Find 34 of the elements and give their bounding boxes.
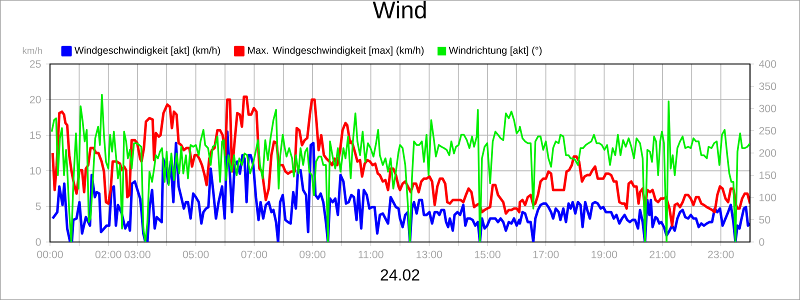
x-axis-title: 24.02 [380, 269, 420, 281]
chart-title: Wind [372, 0, 426, 19]
legend-label: Windgeschwindigkeit [akt] (km/h) [74, 46, 220, 56]
y2-tick-label: 250 [759, 126, 776, 135]
y2-tick-label: 200 [759, 149, 776, 157]
y-tick-label: 10 [30, 167, 41, 175]
x-tick-label: 11:00 [358, 250, 384, 258]
y-tick-label: 25 [30, 60, 41, 68]
x-tick-label: 09:00 [300, 250, 326, 258]
y-tick-label: 5 [36, 202, 41, 210]
y-tick-label: 0 [36, 238, 41, 246]
legend-label: Max. Windgeschwindigkeit [max] (km/h) [248, 46, 424, 56]
y-tick-label: 20 [30, 96, 41, 104]
y2-tick-label: 100 [760, 194, 776, 202]
y2-tick-label: 400 [758, 60, 776, 68]
x-tick-label: 13:00 [416, 250, 442, 258]
legend-label: Windrichtung [akt] (°) [448, 46, 542, 56]
y2-tick-label: 300 [759, 104, 776, 112]
x-tick-label: 02:00 [95, 250, 122, 258]
x-tick-label: 03:00 [124, 250, 150, 258]
y2-tick-label: 150 [760, 171, 776, 180]
y2-tick-label: 350 [759, 82, 776, 90]
y2-tick-label: 0 [759, 238, 764, 246]
x-tick-label: 00:00 [37, 250, 63, 258]
x-tick-label: 23:00 [708, 250, 734, 258]
y-axis-title: km/h [22, 47, 42, 54]
x-tick-label: 07:00 [241, 250, 268, 258]
y-tick-label: 15 [30, 131, 41, 139]
x-tick-label: 15:00 [474, 250, 500, 258]
y2-tick-label: 50 [759, 216, 770, 224]
x-tick-label: 21:00 [650, 250, 676, 258]
x-tick-label: 19:00 [592, 250, 618, 258]
x-tick-label: 05:00 [182, 250, 209, 258]
x-tick-label: 17:00 [533, 250, 559, 258]
